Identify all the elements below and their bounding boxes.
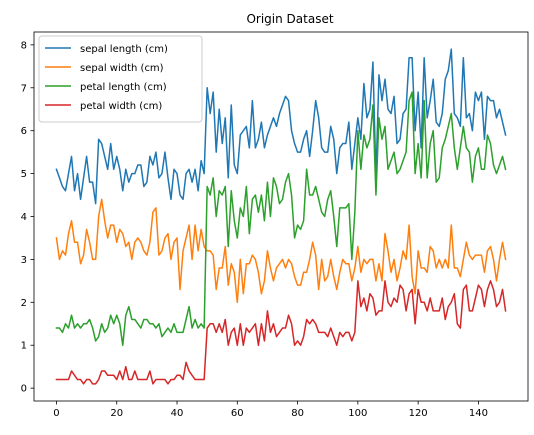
series-line-4 — [55, 280, 507, 385]
chart-title: Origin Dataset — [246, 12, 333, 26]
y-tick-label: 3 — [21, 255, 27, 266]
y-tick-label: 7 — [21, 83, 27, 94]
y-tick-label: 4 — [21, 212, 27, 223]
x-tick-label: 60 — [231, 408, 244, 419]
y-tick-label: 1 — [21, 341, 27, 352]
y-tick-label: 0 — [21, 384, 27, 395]
y-tick-label: 8 — [21, 40, 27, 51]
legend-label-1: sepal length (cm) — [80, 44, 168, 55]
series-line-3 — [55, 91, 507, 346]
legend-label-4: petal width (cm) — [80, 101, 162, 112]
x-tick-label: 80 — [291, 408, 304, 419]
series-line-1 — [55, 48, 507, 205]
legend: sepal length (cm) sepal width (cm) petal l… — [38, 35, 203, 123]
x-tick-label: 120 — [409, 408, 428, 419]
x-tick-label: 40 — [171, 408, 184, 419]
y-tick-label: 2 — [21, 298, 27, 309]
x-tick-label: 100 — [348, 408, 367, 419]
plot-area: 0 20 40 60 80 100 120 140 0 1 2 3 4 5 6 7 8 sepal length … — [21, 31, 529, 419]
y-tick-label: 5 — [21, 169, 27, 180]
legend-box — [38, 35, 203, 123]
series-line-2 — [55, 198, 507, 304]
series-lines — [55, 48, 507, 385]
y-tick-label: 6 — [21, 126, 27, 137]
legend-label-3: petal length (cm) — [80, 82, 167, 93]
x-tick-label: 140 — [469, 408, 488, 419]
x-tick-label: 0 — [53, 408, 59, 419]
legend-label-2: sepal width (cm) — [80, 63, 164, 74]
x-tick-label: 20 — [110, 408, 123, 419]
